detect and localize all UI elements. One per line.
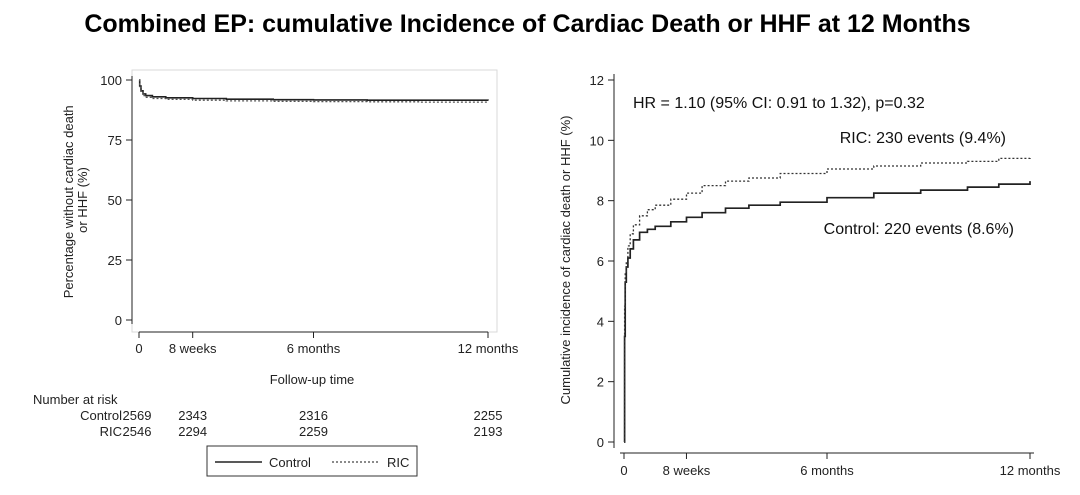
left-plot-area [131,69,498,333]
risk-cell: 2259 [299,424,328,439]
left-y-tick-label: 0 [115,313,122,328]
left-y-tick-label: 50 [108,193,122,208]
risk-cell: 2569 [123,408,152,423]
legend-box [206,445,418,477]
left-x-tick-label: 6 months [287,341,341,356]
legend-ric-label: RIC [387,455,409,470]
left-y-label-line-2: or HHF (%) [75,167,90,233]
risk-cell: 2316 [299,408,328,423]
left-y-tick-label: 25 [108,253,122,268]
ric-events-annotation: RIC: 230 events (9.4%) [840,130,1006,147]
risk-cell: 2546 [123,424,152,439]
right-chart: 0 2 4 6 8 10 12 0 8 weeks 6 months 12 months Cumu… [558,73,1061,478]
risk-table-header: Number at risk [33,392,118,407]
risk-cell: 2343 [178,408,207,423]
risk-cell: 2294 [178,424,207,439]
left-x-tick-label: 8 weeks [169,341,217,356]
left-x-tick-label: 12 months [458,341,519,356]
right-y-tick-label: 10 [590,133,604,148]
left-y-tick-label: 75 [108,133,122,148]
risk-row-label: Control [80,408,122,423]
right-y-axis-label: Cumulative incidence of cardiac death or… [558,115,573,404]
right-x-tick-label: 8 weeks [663,463,711,478]
control-events-annotation: Control: 220 events (8.6%) [824,221,1014,238]
left-x-tick-label: 0 [135,341,142,356]
left-y-axis: 0 25 50 75 100 [100,73,133,328]
left-legend: Control RIC [206,445,418,477]
risk-table: Control 2569 2343 2316 2255 RIC 2546 2294 2259 21… [80,408,502,439]
right-y-tick-label: 0 [597,435,604,450]
left-y-axis-label: Percentage without cardiac death or HHF … [61,102,90,299]
right-series-ric-line [623,156,1031,443]
left-chart: 0 25 50 75 100 0 8 weeks 6 months 12 months Per… [33,69,519,477]
right-x-tick-label: 0 [620,463,627,478]
right-y-tick-label: 2 [597,375,604,390]
right-series-control-line [623,181,1031,443]
figure-title: Combined EP: cumulative Incidence of Car… [84,10,971,38]
risk-row-label: RIC [100,424,122,439]
right-x-axis: 0 8 weeks 6 months 12 months [620,452,1061,478]
right-series-lines [623,156,1031,443]
left-x-axis: 0 8 weeks 6 months 12 months [135,331,519,356]
right-x-tick-label: 12 months [1000,463,1061,478]
risk-cell: 2255 [474,408,503,423]
right-y-tick-label: 6 [597,254,604,269]
right-y-tick-label: 4 [597,314,604,329]
right-y-tick-label: 12 [590,73,604,88]
left-series-lines [138,79,489,103]
left-y-tick-label: 100 [100,73,122,88]
right-y-tick-label: 8 [597,194,604,209]
left-x-axis-label: Follow-up time [270,372,355,387]
right-y-axis: 0 2 4 6 8 10 12 [590,73,615,450]
left-series-ric-line [139,79,489,103]
legend-control-label: Control [269,455,311,470]
risk-cell: 2193 [474,424,503,439]
left-y-label-line-1: Percentage without cardiac death [61,105,76,298]
hazard-ratio-annotation: HR = 1.10 (95% CI: 0.91 to 1.32), p=0.32 [633,95,925,112]
right-x-tick-label: 6 months [800,463,854,478]
